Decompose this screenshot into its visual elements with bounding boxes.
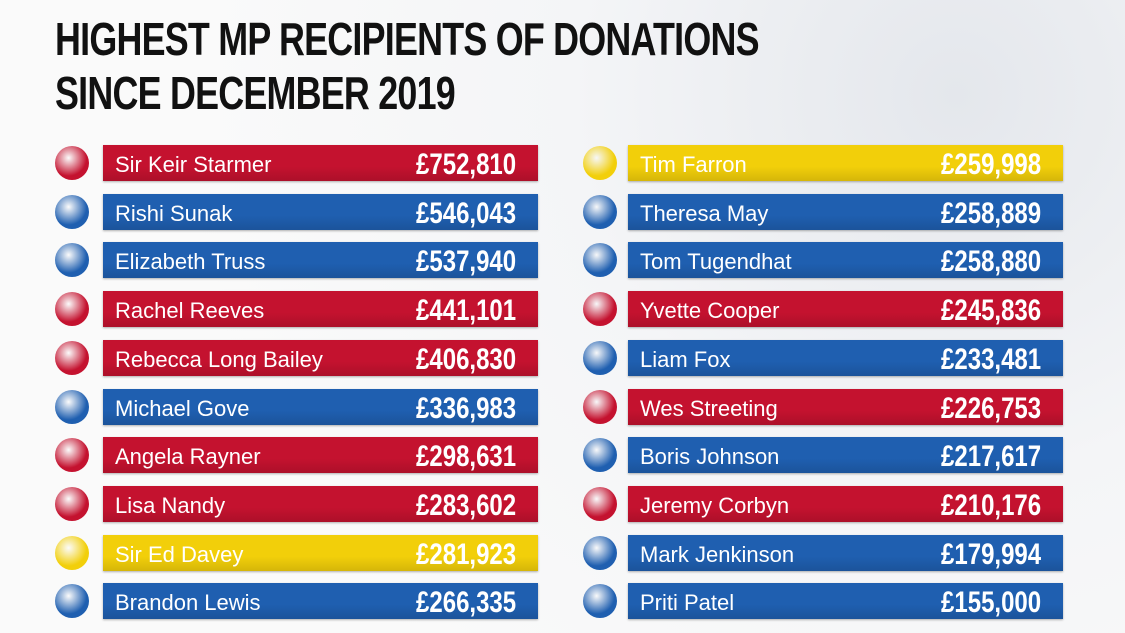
- mp-name: Lisa Nandy: [115, 492, 226, 518]
- mp-name: Priti Patel: [640, 590, 735, 616]
- party-dot: [583, 584, 617, 619]
- party-dot: [55, 340, 89, 375]
- donation-row: Jeremy Corbyn £210,176: [628, 485, 1063, 522]
- donation-row: Brandon Lewis £266,335: [103, 583, 538, 620]
- mp-name: Brandon Lewis: [115, 590, 261, 616]
- donation-row: Liam Fox £233,481: [628, 339, 1063, 376]
- mp-name: Liam Fox: [640, 346, 731, 372]
- donation-row: Sir Keir Starmer £752,810: [103, 145, 538, 181]
- donation-amount: £259,998: [940, 148, 1041, 181]
- mp-name: Wes Streeting: [640, 395, 778, 421]
- donation-row: Rishi Sunak £546,043: [103, 193, 538, 230]
- mp-name: Boris Johnson: [640, 444, 780, 470]
- mp-name: Mark Jenkinson: [640, 541, 795, 567]
- donation-amount: £336,983: [415, 391, 516, 425]
- donation-row: Wes Streeting £226,753: [628, 388, 1063, 425]
- donation-amount: £179,994: [940, 537, 1041, 571]
- party-dot: [55, 486, 89, 521]
- donation-amount: £226,753: [940, 391, 1041, 425]
- mp-name: Rebecca Long Bailey: [115, 346, 323, 372]
- donation-amount: £210,176: [940, 488, 1041, 522]
- donation-amount: £546,043: [415, 196, 516, 230]
- donation-row: Boris Johnson £217,617: [628, 437, 1063, 474]
- mp-name: Tom Tugendhat: [640, 249, 792, 275]
- party-dot: [583, 194, 617, 229]
- donation-amount: £752,810: [415, 148, 516, 181]
- party-dot: [55, 535, 89, 570]
- donation-row: Tim Farron £259,998: [628, 145, 1063, 181]
- party-dot: [583, 486, 617, 521]
- party-dot: [583, 292, 617, 327]
- donation-row: Mark Jenkinson £179,994: [628, 534, 1063, 571]
- party-dot: [583, 340, 617, 375]
- party-dot: [55, 243, 89, 278]
- donation-amount: £537,940: [415, 245, 516, 279]
- donation-amount: £155,000: [940, 586, 1041, 620]
- donation-row: Tom Tugendhat £258,880: [628, 242, 1063, 279]
- donation-amount: £233,481: [940, 342, 1041, 376]
- donation-amount: £441,101: [415, 294, 516, 328]
- party-dot: [583, 243, 617, 278]
- mp-name: Rachel Reeves: [115, 298, 265, 324]
- donation-amount: £258,880: [940, 245, 1041, 279]
- mp-name: Michael Gove: [115, 395, 250, 421]
- donation-row: Yvette Cooper £245,836: [628, 291, 1063, 328]
- donation-row: Priti Patel £155,000: [628, 583, 1063, 620]
- party-dot: [583, 438, 617, 473]
- mp-name: Rishi Sunak: [115, 200, 233, 226]
- donation-amount: £258,889: [940, 196, 1041, 230]
- title-line: SINCE DECEMBER 2019: [55, 67, 456, 119]
- donation-row: Lisa Nandy £283,602: [103, 485, 538, 522]
- donation-row: Rachel Reeves £441,101: [103, 291, 538, 328]
- donation-amount: £266,335: [415, 586, 516, 620]
- mp-name: Elizabeth Truss: [115, 249, 266, 275]
- mp-name: Yvette Cooper: [640, 298, 780, 324]
- party-dot: [55, 584, 89, 619]
- mp-name: Tim Farron: [640, 152, 747, 177]
- donation-row: Theresa May £258,889: [628, 193, 1063, 230]
- donation-amount: £406,830: [415, 342, 516, 376]
- party-dot: [583, 389, 617, 424]
- donation-amount: £298,631: [415, 440, 516, 474]
- mp-name: Sir Keir Starmer: [115, 152, 272, 177]
- party-dot: [55, 146, 89, 180]
- mp-name: Theresa May: [640, 200, 769, 226]
- donation-row: Rebecca Long Bailey £406,830: [103, 339, 538, 376]
- donation-row: Angela Rayner £298,631: [103, 437, 538, 474]
- party-dot: [55, 389, 89, 424]
- donation-amount: £283,602: [415, 488, 516, 522]
- donation-amount: £281,923: [415, 537, 516, 571]
- donation-amount: £217,617: [940, 440, 1041, 474]
- title-line: HIGHEST MP RECIPIENTS OF DONATIONS: [55, 13, 760, 65]
- mp-name: Sir Ed Davey: [115, 541, 244, 567]
- donation-amount: £245,836: [940, 294, 1041, 328]
- donation-row: Elizabeth Truss £537,940: [103, 242, 538, 279]
- party-dot: [583, 146, 617, 180]
- donation-row: Sir Ed Davey £281,923: [103, 534, 538, 571]
- party-dot: [55, 194, 89, 229]
- mp-name: Angela Rayner: [115, 444, 261, 470]
- party-dot: [55, 292, 89, 327]
- party-dot: [55, 438, 89, 473]
- party-dot: [583, 535, 617, 570]
- mp-name: Jeremy Corbyn: [640, 492, 790, 518]
- donation-row: Michael Gove £336,983: [103, 388, 538, 425]
